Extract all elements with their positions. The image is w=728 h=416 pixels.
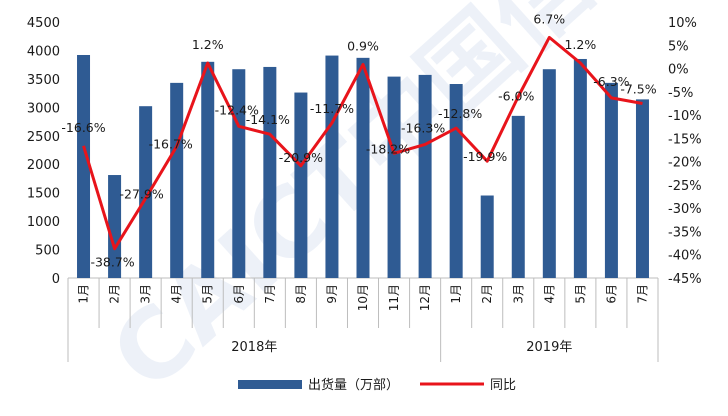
y-right-tick-label: -40% — [668, 249, 702, 264]
bar-series — [77, 54, 649, 279]
bar — [356, 57, 370, 279]
legend: 出货量（万部） 同比 — [238, 377, 516, 393]
data-label: 1.2% — [564, 37, 596, 52]
y-right-tick-label: -15% — [668, 132, 702, 147]
y-right-tick-label: -45% — [668, 272, 702, 287]
data-label: -14.1% — [246, 112, 290, 127]
yoy-line — [82, 35, 643, 251]
legend-swatch-bar — [238, 380, 302, 389]
x-category-label: 5月 — [201, 284, 215, 304]
bar — [480, 195, 494, 278]
y-left-tick-label: 0 — [52, 272, 60, 287]
data-labels: -16.6% -38.7% -27.9% -16.7% 1.2% -12.4%-14.1%… — [61, 11, 656, 269]
bar — [542, 69, 556, 279]
y-right-tick-label: -35% — [668, 225, 702, 240]
x-category-label: 11月 — [387, 284, 401, 311]
x-category-label: 5月 — [573, 284, 587, 304]
bar — [294, 92, 308, 278]
y-right-tick-label: 0% — [668, 63, 689, 78]
y-left-tick-label: 500 — [35, 244, 60, 259]
data-label: -16.3% — [401, 120, 445, 135]
y-right-tick-label: -20% — [668, 156, 702, 171]
data-label: -6.3% — [593, 74, 629, 89]
bar — [263, 66, 277, 278]
data-label: -16.7% — [149, 136, 193, 151]
data-label: -27.9% — [120, 186, 164, 201]
bar — [418, 74, 432, 278]
x-year-label: 2018年 — [231, 340, 277, 355]
y-left-tick-label: 2000 — [27, 158, 60, 173]
y-left-tick-label: 3000 — [27, 101, 60, 116]
x-category-label: 7月 — [263, 284, 277, 304]
x-category-label: 3月 — [511, 284, 525, 304]
data-label: -16.6% — [61, 120, 105, 135]
y-right-tick-label: -10% — [668, 109, 702, 124]
data-label: -20.9% — [279, 150, 323, 165]
y-right-tick-label: -25% — [668, 179, 702, 194]
bar — [201, 61, 215, 279]
axes: 0 500 1000 1500 2000 2500 3000 3500 4000 4500 10% 5… — [27, 16, 702, 362]
y-left-tick-label: 4000 — [27, 44, 60, 59]
bar — [635, 99, 649, 278]
x-category-label: 2月 — [108, 284, 122, 304]
data-label: -12.8% — [438, 106, 482, 121]
bar — [511, 115, 525, 278]
x-category-label: 1月 — [449, 284, 463, 304]
x-category-label: 2月 — [480, 284, 494, 304]
bar — [573, 58, 587, 278]
watermark: CAICT中国信通院 — [90, 0, 728, 412]
x-category-label: 10月 — [356, 284, 370, 311]
x-category-label: 4月 — [170, 284, 184, 304]
y-left-tick-label: 1500 — [27, 187, 60, 202]
watermark-text: CAICT中国信通院 — [90, 0, 728, 412]
y-right-tick-label: -5% — [668, 86, 693, 101]
y-left-tick-label: 4500 — [27, 16, 60, 31]
data-label: 6.7% — [533, 11, 565, 26]
data-label: -11.7% — [310, 101, 354, 116]
data-label: 0.9% — [347, 38, 379, 53]
bar — [108, 175, 122, 278]
y-right-tick-label: 10% — [668, 16, 697, 31]
data-label: -12.4% — [215, 102, 259, 117]
x-category-label: 6月 — [604, 284, 618, 304]
x-category-label: 4月 — [542, 284, 556, 304]
x-category-label: 3月 — [139, 284, 153, 304]
x-category-label: 1月 — [77, 284, 91, 304]
data-label: -38.7% — [90, 255, 134, 270]
x-year-label: 2019年 — [526, 340, 572, 355]
x-category-label: 8月 — [294, 284, 308, 304]
x-category-label: 9月 — [325, 284, 339, 304]
y-left-tick-label: 2500 — [27, 130, 60, 145]
x-category-label: 12月 — [418, 284, 432, 311]
data-label: -19.9% — [463, 149, 507, 164]
data-label: -6.0% — [498, 88, 534, 103]
x-category-label: 6月 — [232, 284, 246, 304]
legend-label-bar: 出货量（万部） — [308, 377, 399, 393]
data-label: 1.2% — [192, 37, 224, 52]
bar — [387, 76, 401, 278]
bar — [139, 106, 153, 278]
bar — [604, 82, 618, 278]
y-right-tick-label: -30% — [668, 202, 702, 217]
bar — [170, 82, 184, 278]
bar — [325, 55, 339, 278]
y-left-tick-label: 1000 — [27, 215, 60, 230]
y-right-tick-label: 5% — [668, 39, 689, 54]
line-series — [82, 35, 643, 251]
bar — [77, 54, 91, 278]
y-left-tick-label: 3500 — [27, 73, 60, 88]
x-category-label: 7月 — [635, 284, 649, 304]
data-label: -7.5% — [620, 81, 656, 96]
legend-label-line: 同比 — [490, 378, 516, 393]
bar — [232, 69, 246, 279]
data-label: -18.2% — [366, 141, 410, 156]
